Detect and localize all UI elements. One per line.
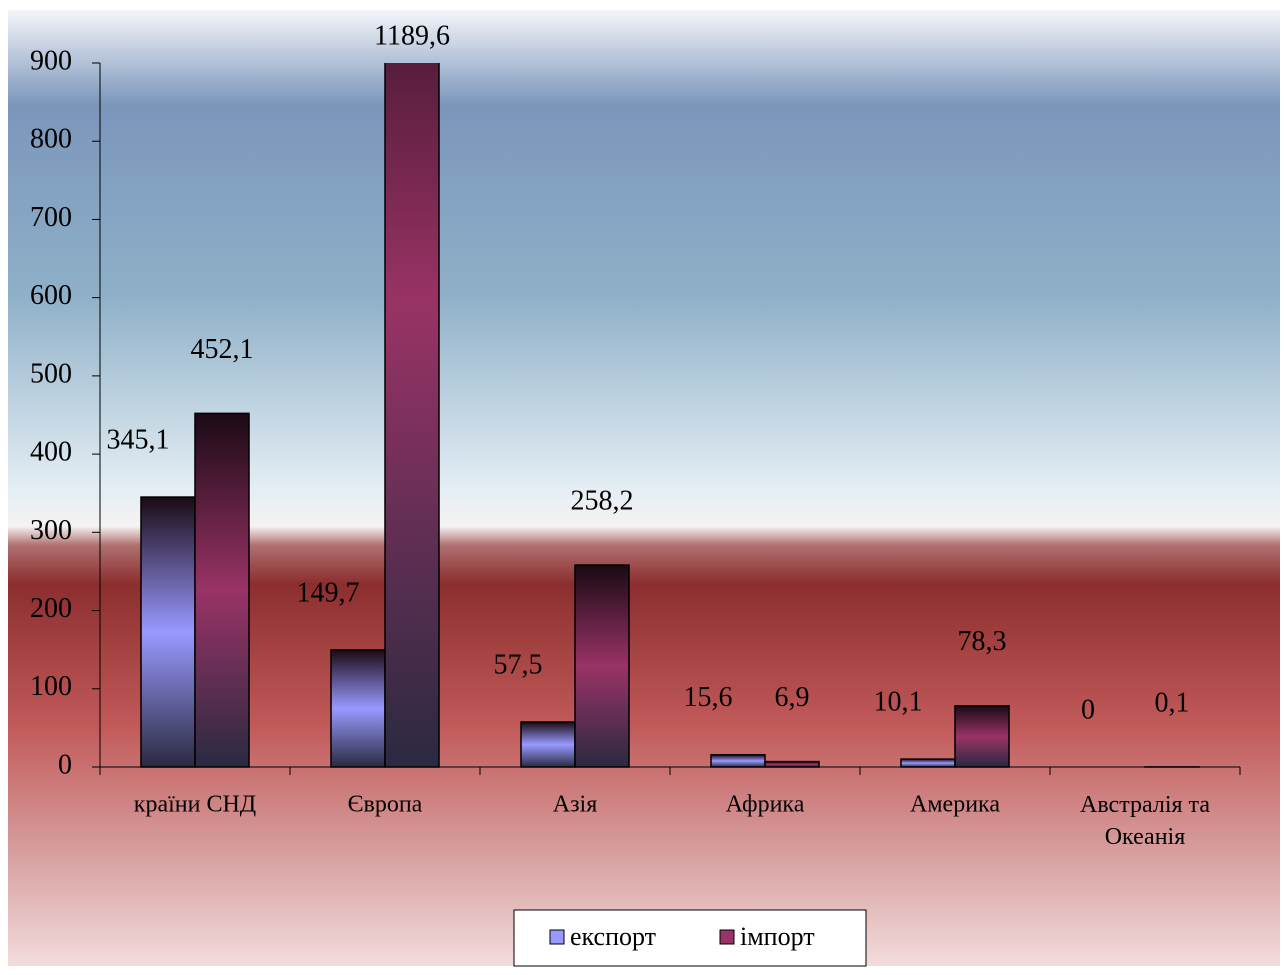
- x-tick-label: країни СНД: [134, 792, 256, 818]
- x-tick-label: Європа: [348, 792, 423, 818]
- y-tick-label: 300: [30, 515, 72, 546]
- bar: [711, 755, 765, 767]
- bar: [385, 0, 439, 767]
- legend-label: експорт: [570, 922, 656, 951]
- y-tick-label: 500: [30, 358, 72, 389]
- value-label: 0: [1081, 694, 1095, 725]
- y-tick-label: 0: [58, 749, 72, 780]
- y-tick-label: 600: [30, 280, 72, 311]
- value-label: 0,1: [1155, 687, 1190, 718]
- legend-swatch: [550, 930, 564, 944]
- value-label: 6,9: [775, 682, 810, 713]
- value-label: 15,6: [684, 682, 733, 713]
- x-tick-label: Америка: [910, 792, 1000, 818]
- value-label: 149,7: [297, 577, 360, 608]
- bar: [765, 762, 819, 767]
- bar: [195, 413, 249, 767]
- value-label: 452,1: [191, 334, 254, 365]
- legend-swatch: [720, 930, 734, 944]
- y-tick-label: 200: [30, 593, 72, 624]
- bar: [955, 706, 1009, 767]
- value-label: 57,5: [494, 649, 543, 680]
- bar: [901, 759, 955, 767]
- bar: [521, 722, 575, 767]
- value-label: 258,2: [571, 485, 634, 516]
- legend-label: імпорт: [740, 922, 815, 951]
- bar: [575, 565, 629, 767]
- y-tick-label: 900: [30, 45, 72, 76]
- value-label: 78,3: [958, 626, 1007, 657]
- y-tick-label: 100: [30, 671, 72, 702]
- bar: [141, 497, 195, 767]
- value-label: 345,1: [107, 424, 170, 455]
- x-tick-label: Азія: [553, 792, 598, 818]
- y-tick-label: 400: [30, 437, 72, 468]
- value-label: 1189,6: [374, 20, 450, 51]
- y-tick-label: 700: [30, 202, 72, 233]
- y-tick-label: 800: [30, 124, 72, 155]
- x-tick-label: Африка: [726, 792, 805, 818]
- bar: [331, 650, 385, 767]
- value-label: 10,1: [874, 687, 923, 718]
